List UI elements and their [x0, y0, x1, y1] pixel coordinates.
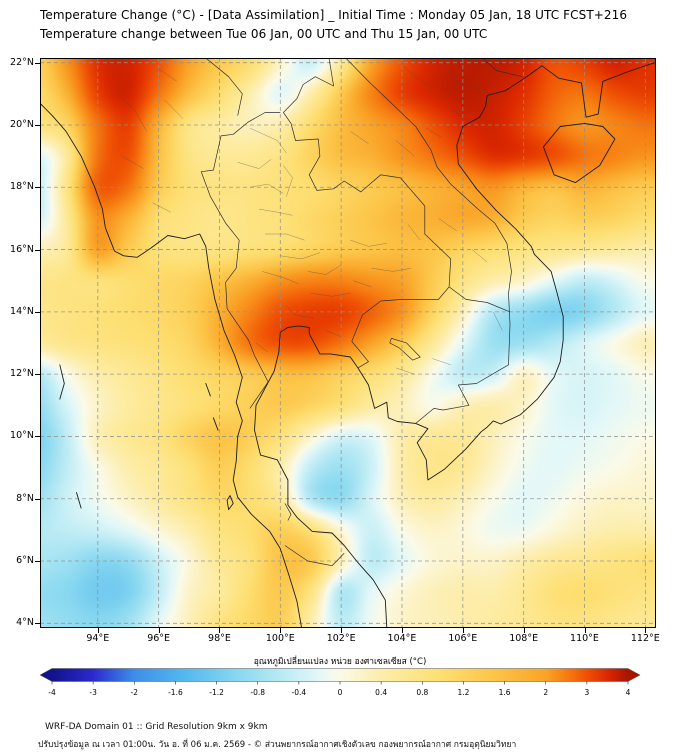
colorbar-tick-label: -4 [48, 688, 56, 697]
colorbar-gradient-bar [40, 668, 640, 682]
colorbar-tick-label: -0.4 [291, 688, 307, 697]
y-axis-tick-label: 22°N [10, 56, 34, 68]
x-axis-tick-label: 106°E [448, 633, 478, 644]
colorbar-tick-label: 3 [584, 688, 590, 697]
colorbar-tick-label: 2 [543, 688, 549, 697]
page-title: Temperature Change (°C) - [Data Assimila… [40, 8, 628, 22]
x-axis-tick-label: 108°E [509, 633, 539, 644]
x-axis-tick-mark [462, 628, 464, 633]
y-axis-tick-label: 14°N [10, 305, 34, 317]
x-axis-tick-label: 94°E [86, 633, 110, 644]
x-axis-tick-mark [341, 628, 343, 633]
colorbar-tick-label: -1.2 [209, 688, 224, 697]
colorbar [40, 668, 640, 685]
x-axis-tick-mark [584, 628, 586, 633]
x-axis-tick-mark [401, 628, 403, 633]
y-axis-tick-label: 12°N [10, 368, 34, 380]
x-axis-tick-label: 104°E [387, 633, 417, 644]
colorbar-tick-label: 1.6 [498, 688, 511, 697]
x-axis-tick-mark [523, 628, 525, 633]
x-axis-tick-label: 100°E [265, 633, 295, 644]
x-axis-tick-label: 102°E [326, 633, 356, 644]
colorbar-tick-label: 0 [337, 688, 343, 697]
colorbar-label: อุณหภูมิเปลี่ยนแปลง หน่วย องศาเซลเซียส (… [253, 657, 427, 667]
x-axis-tick-mark [645, 628, 647, 633]
y-axis-tick-mark [35, 62, 40, 64]
y-axis-tick-mark [35, 374, 40, 376]
y-axis-tick-mark [35, 124, 40, 126]
y-axis-tick-mark [35, 623, 40, 625]
colorbar-tick-label: -3 [89, 688, 97, 697]
colorbar-tick-label: -0.8 [250, 688, 266, 697]
x-axis-tick-label: 110°E [570, 633, 599, 644]
page-subtitle: Temperature change between Tue 06 Jan, 0… [40, 27, 488, 41]
y-axis-tick-mark [35, 187, 40, 189]
colorbar-tick-label: -2 [130, 688, 139, 697]
footer-domain-info: WRF-DA Domain 01 :: Grid Resolution 9km … [45, 722, 268, 732]
colorbar-tick-label: 4 [625, 688, 631, 697]
y-axis-tick-label: 6°N [16, 555, 34, 567]
colorbar-tick-labels: -4 -3 -2 -1.6 -1.2 -0.8 -0.4 0 0.4 0.8 1.2 1.6 2 3 4 [40, 688, 640, 700]
x-axis-tick-mark [158, 628, 160, 633]
x-axis-tick-label: 98°E [208, 633, 231, 644]
y-axis-tick-label: 4°N [16, 617, 34, 629]
colorbar-tick-label: -1.6 [168, 688, 183, 697]
colorbar-tick-label: 0.8 [416, 688, 429, 697]
y-axis-tick-mark [35, 498, 40, 500]
footer-update-info: ปรับปรุงข้อมูล ณ เวลา 01:00น. วัน อ. ที่… [38, 740, 517, 750]
x-axis-tick-mark [280, 628, 282, 633]
y-axis-tick-mark [35, 436, 40, 438]
temperature-heatmap-canvas [40, 58, 656, 628]
colorbar-tick-label: 1.2 [457, 688, 470, 697]
y-axis-tick-mark [35, 249, 40, 251]
y-axis-tick-label: 20°N [10, 118, 34, 130]
y-axis-tick-label: 10°N [10, 430, 34, 442]
y-axis-tick-mark [35, 561, 40, 563]
x-axis-tick-mark [97, 628, 99, 633]
y-axis-tick-label: 18°N [10, 181, 34, 193]
x-axis-tick-mark [219, 628, 221, 633]
y-axis-tick-label: 16°N [10, 243, 34, 255]
y-axis-tick-label: 8°N [16, 492, 34, 504]
y-axis-tick-mark [35, 311, 40, 313]
colorbar-tick-label: 0.4 [375, 688, 388, 697]
x-axis-tick-label: 112°E [630, 633, 660, 644]
x-axis-tick-label: 96°E [147, 633, 171, 644]
